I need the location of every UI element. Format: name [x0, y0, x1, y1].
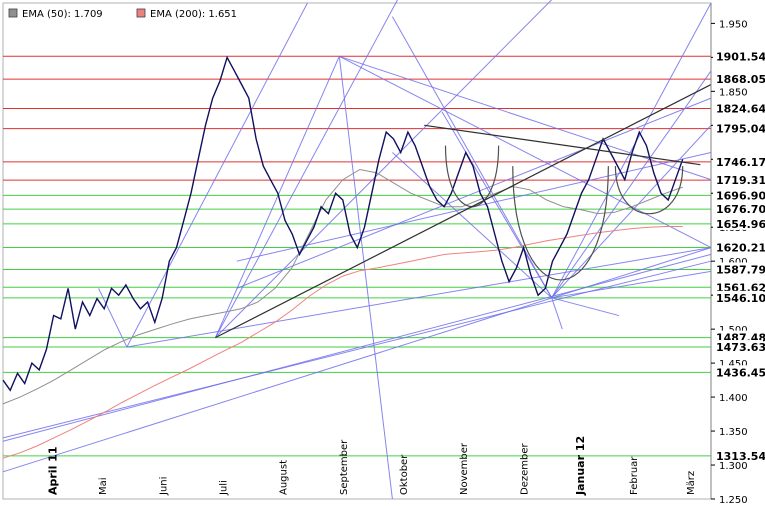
- plot-area: [2, 2, 712, 500]
- x-month-label-9: Januar 12: [574, 436, 587, 496]
- rounding-arc-1: [512, 166, 609, 281]
- x-month-label-10: Februar: [629, 456, 640, 495]
- price-line: [2, 55, 684, 392]
- level-label-bg-5: [713, 173, 763, 187]
- legend-ema50: EMA (50): 1.709: [22, 9, 103, 20]
- price-line: [2, 55, 684, 392]
- legend: EMA (50): 1.709 EMA (200): 1.651: [6, 5, 298, 21]
- y-tick-label-12: 1.350: [719, 427, 748, 438]
- level-label-bg-0: [713, 49, 763, 63]
- y-tick-label-2: 1.850: [719, 87, 748, 98]
- y-axis: 1.9501.9001.8501.8001.7501.7001.6501.600…: [710, 3, 765, 506]
- legend-swatch-ema50: [8, 8, 18, 18]
- trend-lines: [215, 83, 712, 339]
- level-label-bg-16: [713, 448, 763, 462]
- level-label-16: 1313.54: [716, 450, 765, 463]
- y-tick-label-14: 1.250: [719, 495, 748, 506]
- level-label-8: 1654.96: [716, 218, 765, 231]
- fan-line-22: [236, 97, 712, 289]
- level-label-bg-12: [713, 290, 763, 304]
- level-label-4: 1746.17: [716, 156, 765, 169]
- level-label-12: 1546.10: [716, 292, 765, 305]
- level-label-bg-11: [713, 280, 763, 294]
- x-month-label-8: Dezember: [519, 443, 530, 495]
- level-label-5: 1719.31: [716, 174, 765, 187]
- fan-line-15: [98, 288, 128, 348]
- fan-line-14: [215, 0, 553, 338]
- fan-line-17: [126, 247, 712, 348]
- fan-lines: [2, 0, 712, 500]
- level-label-bg-6: [713, 188, 763, 202]
- fan-line-10: [551, 270, 712, 299]
- fan-line-4: [551, 2, 712, 299]
- fan-line-13: [214, 0, 399, 338]
- level-label-bg-2: [713, 101, 763, 115]
- level-label-bg-14: [713, 340, 763, 354]
- x-month-label-0: April 11: [47, 447, 60, 496]
- fan-line-3: [339, 55, 712, 249]
- level-label-7: 1676.70: [716, 203, 765, 216]
- fan-line-20: [2, 253, 712, 442]
- fan-line-18: [2, 260, 712, 439]
- fan-line-19: [2, 247, 712, 473]
- x-month-label-1: Mai: [98, 477, 109, 495]
- fan-line-11: [551, 297, 620, 317]
- fan-line-12: [551, 297, 563, 330]
- level-label-bg-15: [713, 365, 763, 379]
- rounding-arc-2: [614, 166, 684, 215]
- level-label-2: 1824.64: [716, 103, 765, 116]
- x-axis: April 11 Mai Juni Juli August September Oktobe…: [47, 436, 697, 496]
- fan-line-6: [551, 124, 712, 299]
- level-label-bg-8: [713, 216, 763, 230]
- neckline-line: [424, 124, 701, 166]
- level-label-bg-4: [713, 154, 763, 168]
- x-month-label-3: Juli: [218, 480, 229, 496]
- y-tick-label-10: 1.450: [719, 359, 748, 370]
- ema-lines: [2, 168, 683, 459]
- level-label-10: 1587.79: [716, 263, 765, 276]
- level-label-15: 1436.45: [716, 366, 765, 379]
- y-tick-label-9: 1.500: [719, 325, 748, 336]
- x-month-label-4: August: [279, 460, 290, 495]
- x-month-label-11: März: [686, 471, 697, 495]
- x-month-label-6: Oktober: [399, 454, 410, 495]
- ema50-line: [2, 168, 683, 405]
- fan-line-16: [126, 2, 308, 348]
- legend-ema200: EMA (200): 1.651: [150, 9, 237, 20]
- y-tick-label-11: 1.400: [719, 393, 748, 404]
- legend-background: [6, 5, 298, 21]
- ema200-line: [2, 226, 683, 459]
- y-tick-label-0: 1.950: [719, 19, 748, 30]
- x-month-label-5: September: [339, 439, 350, 495]
- level-label-3: 1795.04: [716, 123, 765, 136]
- level-label-9: 1620.21: [716, 241, 765, 254]
- legend-swatch-ema200: [136, 8, 146, 18]
- uptrend-line: [215, 83, 712, 339]
- level-label-1: 1868.05: [716, 73, 765, 86]
- level-label-0: 1901.54: [716, 50, 765, 63]
- x-month-label-7: November: [459, 442, 470, 495]
- y-tick-label-13: 1.300: [719, 461, 748, 472]
- level-label-bg-9: [713, 240, 763, 254]
- level-label-bg-10: [713, 262, 763, 276]
- level-label-6: 1696.90: [716, 189, 765, 202]
- level-label-14: 1473.63: [716, 341, 765, 354]
- level-label-bg-1: [713, 72, 763, 86]
- x-month-label-2: Juni: [158, 477, 169, 496]
- fan-line-0: [338, 56, 393, 500]
- fan-line-7: [441, 111, 553, 299]
- fan-line-9: [392, 152, 553, 299]
- level-label-bg-7: [713, 202, 763, 216]
- level-label-bg-3: [713, 121, 763, 135]
- fan-line-1: [214, 56, 340, 338]
